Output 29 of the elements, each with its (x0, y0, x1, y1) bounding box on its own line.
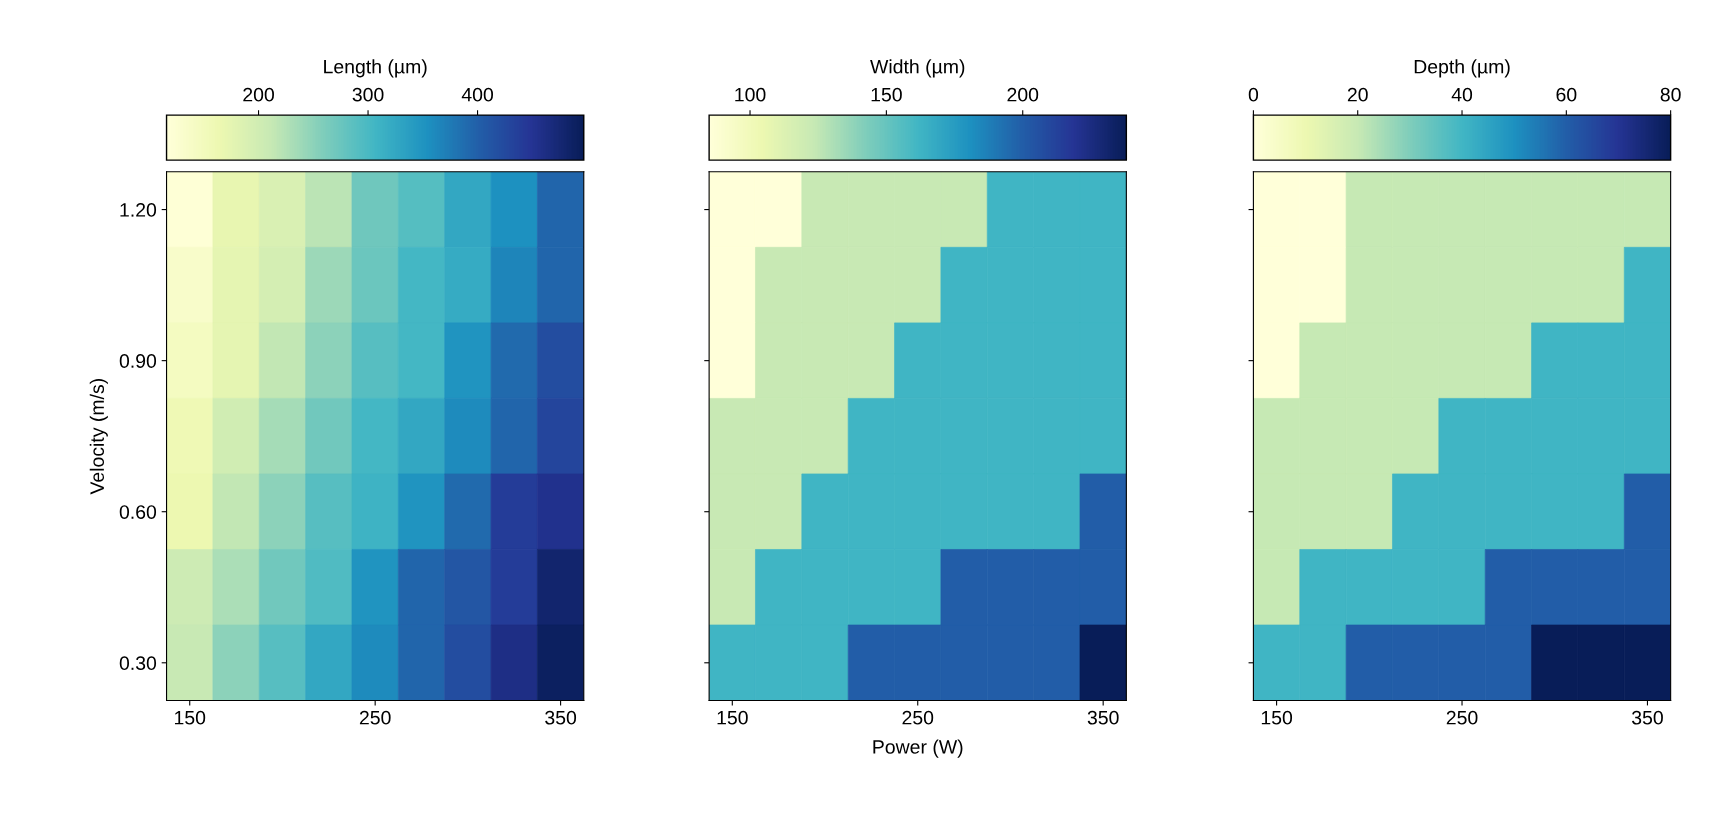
x-axis-title: Power (W) (873, 739, 963, 758)
color-bar-label: 400 (461, 87, 494, 102)
color-bar-label: 200 (1007, 87, 1039, 102)
y-tick-label: 1.20 (120, 203, 157, 217)
y-tick-label: 0.60 (119, 505, 157, 519)
color-bar-title: Depth (µm) (1414, 59, 1510, 78)
y-tick-label: 0.30 (119, 656, 157, 671)
x-tick-label: 150 (174, 710, 206, 725)
color-bar-label: 150 (871, 87, 902, 102)
y-axis-title: Velocity (m/s) (89, 379, 108, 495)
color-bar-label: 80 (1660, 87, 1681, 102)
x-tick-label: 350 (545, 710, 577, 725)
color-bar-label: 200 (243, 87, 274, 102)
x-tick-label: 150 (1261, 710, 1293, 725)
color-bar-label: 40 (1451, 87, 1473, 102)
y-tick-label: 0.90 (119, 354, 157, 368)
x-tick-label: 250 (902, 710, 934, 725)
color-bar-label: 300 (352, 87, 384, 102)
x-tick-label: 150 (717, 710, 748, 725)
color-bar-label: 60 (1556, 87, 1577, 102)
color-bar-title: Width (µm) (870, 59, 965, 78)
x-tick-label: 350 (1087, 710, 1119, 725)
color-bar-label: 20 (1347, 87, 1368, 102)
x-tick-label: 350 (1631, 710, 1663, 725)
color-bar-label: 0 (1248, 87, 1259, 102)
color-bar-title: Length (µm) (324, 59, 427, 78)
x-tick-label: 250 (359, 710, 391, 725)
color-bar-label: 100 (735, 87, 766, 102)
x-tick-label: 250 (1446, 710, 1478, 725)
